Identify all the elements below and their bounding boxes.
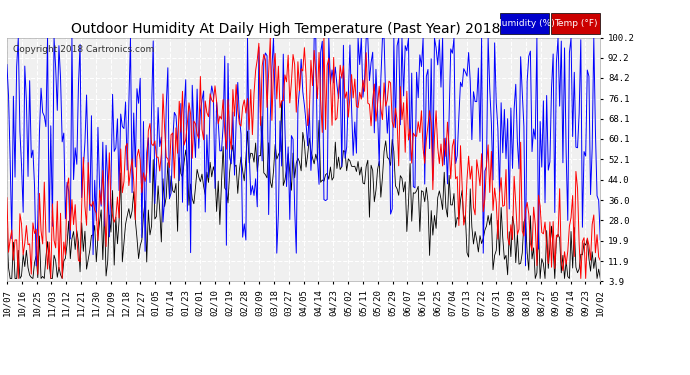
Text: Temp (°F): Temp (°F) — [553, 19, 598, 28]
Text: Humidity (%): Humidity (%) — [495, 19, 554, 28]
Text: Copyright 2018 Cartronics.com: Copyright 2018 Cartronics.com — [13, 45, 154, 54]
Title: Outdoor Humidity At Daily High Temperature (Past Year) 20181007: Outdoor Humidity At Daily High Temperatu… — [71, 22, 536, 36]
